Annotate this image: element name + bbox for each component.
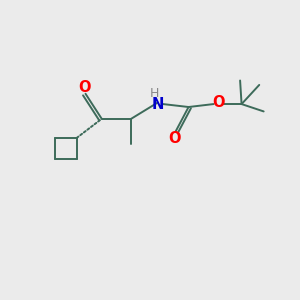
- Text: O: O: [213, 95, 225, 110]
- Text: O: O: [78, 80, 91, 95]
- Text: N: N: [152, 97, 164, 112]
- Text: H: H: [149, 87, 159, 100]
- Text: O: O: [168, 131, 180, 146]
